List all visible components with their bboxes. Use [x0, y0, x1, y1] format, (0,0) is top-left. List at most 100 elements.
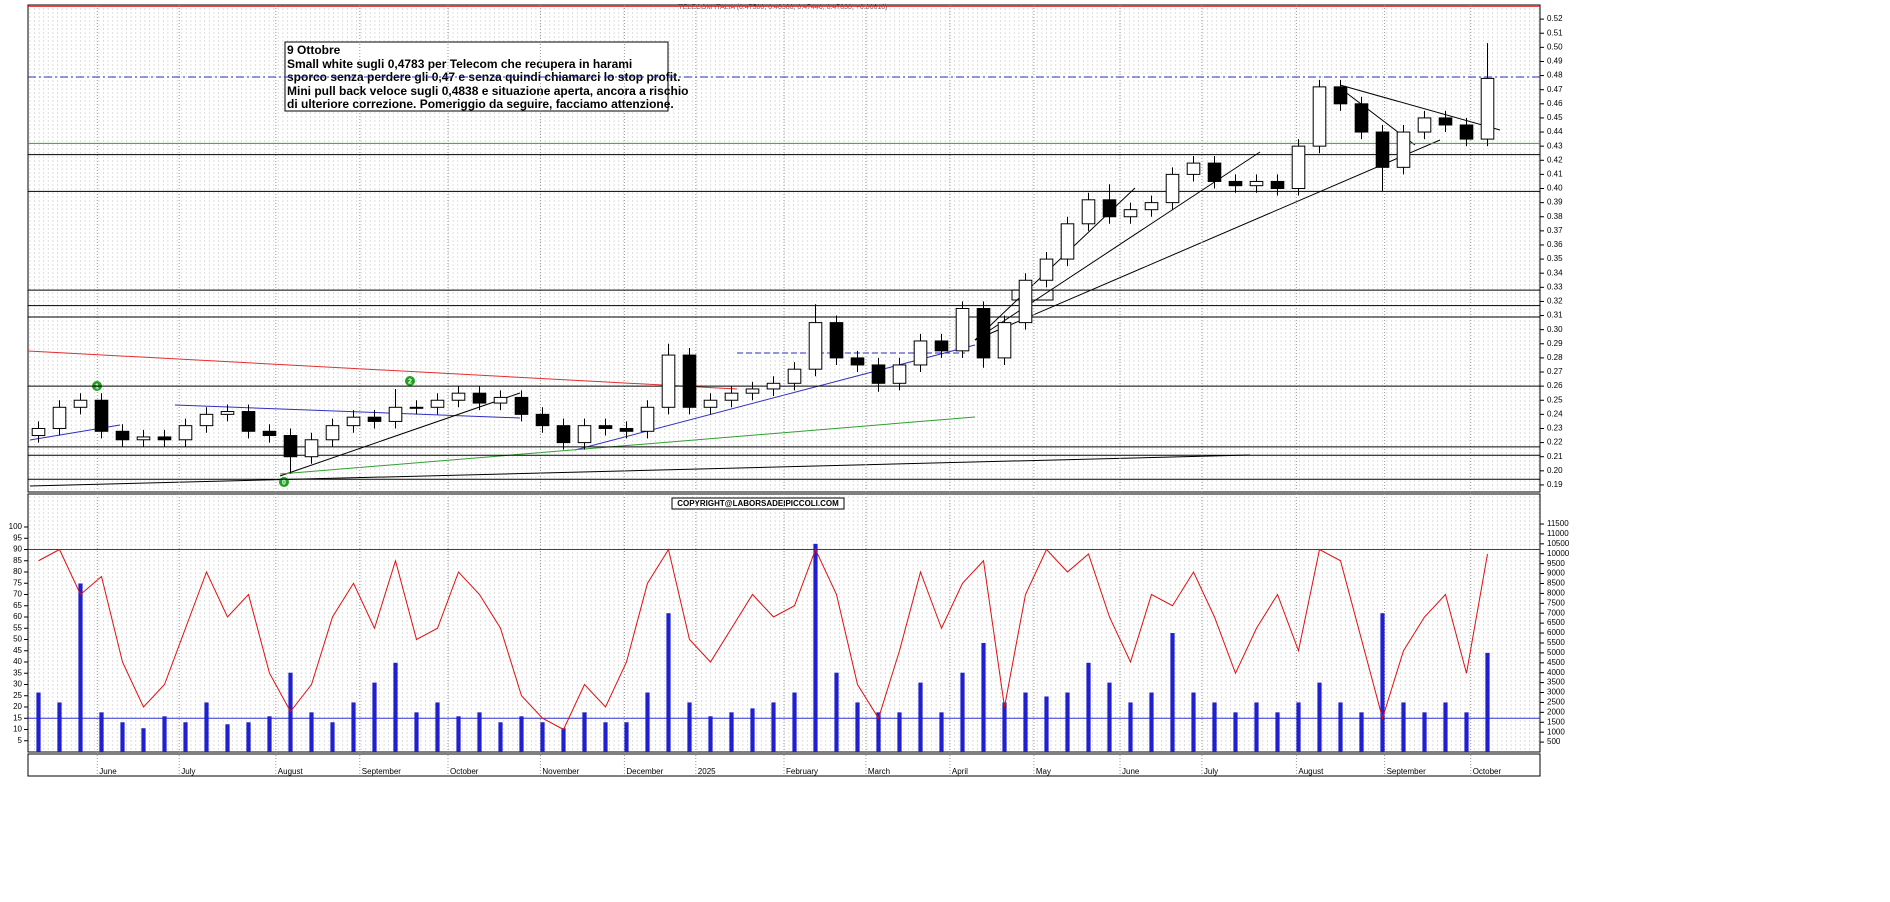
candle-body — [766, 382, 781, 390]
volume-bar — [456, 716, 461, 752]
pivot-label: 0 — [282, 479, 286, 486]
x-tick-label: September — [362, 767, 401, 776]
annotation-line: Small white sugli 0,4783 per Telecom che… — [287, 57, 632, 71]
candle-body — [1249, 180, 1264, 187]
x-tick-label: March — [868, 767, 890, 776]
copyright-text: COPYRIGHT@LABORSADEIPICCOLI.COM — [677, 499, 839, 508]
y-tick-label: 0.49 — [1547, 57, 1563, 66]
volume-bar — [750, 708, 755, 752]
y2-tick-label: 7000 — [1547, 608, 1565, 617]
volume-bar — [561, 728, 566, 752]
y-tick-label: 60 — [13, 612, 22, 621]
volume-bar — [1149, 692, 1154, 752]
y-tick-label: 0.52 — [1547, 14, 1563, 23]
volume-bar — [666, 613, 671, 752]
candle-body — [598, 425, 613, 429]
volume-bar — [1044, 696, 1049, 752]
y2-tick-label: 6500 — [1547, 618, 1565, 627]
volume-bar — [1107, 682, 1112, 752]
volume-bar — [225, 724, 230, 752]
candle-body — [1123, 209, 1138, 218]
candle-body — [829, 322, 844, 359]
y-tick-label: 0.34 — [1547, 268, 1563, 277]
candle-body — [1270, 180, 1285, 190]
y-tick-label: 0.36 — [1547, 240, 1563, 249]
volume-bar — [1191, 692, 1196, 752]
y-tick-label: 0.26 — [1547, 381, 1563, 390]
volume-bar — [267, 716, 272, 752]
candle-body — [1186, 162, 1201, 175]
volume-bar — [813, 543, 818, 752]
x-tick-label: April — [952, 767, 968, 776]
y2-tick-label: 2500 — [1547, 698, 1565, 707]
y-tick-label: 0.28 — [1547, 353, 1563, 362]
oscillator-line — [38, 548, 1488, 731]
candle-body — [493, 396, 508, 404]
y-tick-label: 0.44 — [1547, 127, 1563, 136]
y2-tick-label: 10500 — [1547, 539, 1570, 548]
candle-body — [535, 413, 550, 427]
x-tick-label: November — [542, 767, 579, 776]
y-tick-label: 90 — [13, 545, 22, 554]
x-tick-label: August — [1298, 767, 1324, 776]
candle-body — [514, 396, 529, 415]
volume-bar — [876, 712, 881, 752]
candle-body — [220, 411, 235, 415]
y-tick-label: 0.35 — [1547, 254, 1563, 263]
volume-bar — [36, 692, 41, 752]
candle-body — [1480, 77, 1495, 140]
volume-bar — [351, 702, 356, 752]
trend-lines — [27, 84, 1501, 487]
y-tick-label: 0.22 — [1547, 438, 1563, 447]
volume-bar — [1443, 702, 1448, 752]
y2-tick-label: 3000 — [1547, 688, 1565, 697]
annotation-line: di ulteriore correzione. Pomeriggio da s… — [287, 97, 674, 111]
x-tick-label: September — [1387, 767, 1426, 776]
volume-bar — [1002, 702, 1007, 752]
volume-bar — [1023, 692, 1028, 752]
y-tick-label: 0.33 — [1547, 282, 1563, 291]
volume-bar — [204, 702, 209, 752]
annotation-line: Mini pull back veloce sugli 0,4838 e sit… — [287, 84, 688, 98]
volume-bar — [540, 722, 545, 752]
candle-body — [871, 364, 886, 384]
candle-body — [409, 406, 424, 409]
y-tick-label: 0.32 — [1547, 297, 1563, 306]
candle-body — [640, 406, 655, 432]
candle-body — [1207, 162, 1222, 182]
y-tick-label: 0.20 — [1547, 466, 1563, 475]
candle-body — [661, 354, 676, 408]
volume-bar — [624, 722, 629, 752]
y-tick-label: 0.46 — [1547, 99, 1563, 108]
candle-body — [367, 416, 382, 422]
y-tick-label: 0.39 — [1547, 198, 1563, 207]
y2-tick-label: 9000 — [1547, 569, 1565, 578]
y2-tick-label: 8000 — [1547, 589, 1565, 598]
y-tick-label: 10 — [13, 725, 22, 734]
candle-body — [577, 425, 592, 444]
volume-bar — [1233, 712, 1238, 752]
y-tick-label: 0.25 — [1547, 395, 1563, 404]
candle-body — [997, 322, 1012, 359]
y2-tick-label: 7500 — [1547, 598, 1565, 607]
volume-bar — [1170, 633, 1175, 752]
x-tick-label: May — [1036, 767, 1051, 776]
volume-bar — [1128, 702, 1133, 752]
candle-body — [892, 364, 907, 384]
candle-body — [934, 340, 949, 352]
y-tick-label: 0.31 — [1547, 311, 1563, 320]
candle-body — [1018, 279, 1033, 324]
candle-body — [682, 354, 697, 408]
candle-body — [976, 307, 991, 359]
y-tick-label: 0.21 — [1547, 452, 1563, 461]
y-tick-label: 0.50 — [1547, 42, 1563, 51]
volume-bar — [288, 672, 293, 752]
pivot-label: 2 — [408, 378, 412, 385]
x-tick-label: June — [99, 767, 117, 776]
candle-body — [241, 411, 256, 432]
y-tick-label: 0.29 — [1547, 339, 1563, 348]
volume-bar — [939, 712, 944, 752]
candle-body — [619, 427, 634, 432]
y-tick-label: 35 — [13, 668, 22, 677]
